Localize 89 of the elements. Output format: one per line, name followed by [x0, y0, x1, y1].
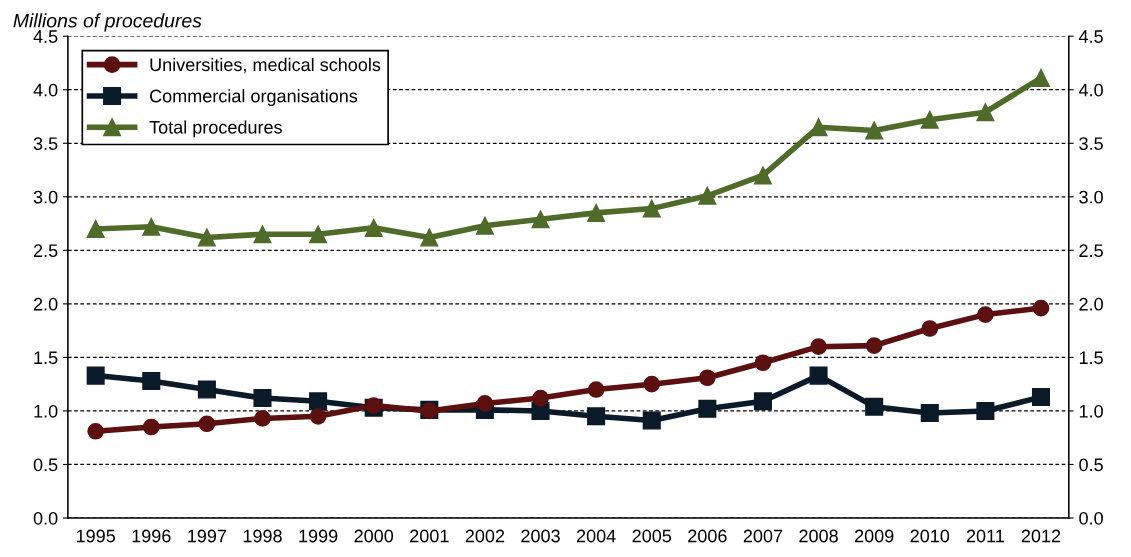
x-tick-label: 1995	[76, 529, 115, 543]
point	[809, 366, 828, 385]
point	[643, 375, 661, 393]
point	[309, 407, 327, 425]
point	[754, 354, 772, 372]
point	[976, 103, 995, 122]
point	[699, 369, 716, 387]
legend-label: Total procedures	[149, 120, 282, 138]
x-tick-label: 1997	[188, 529, 227, 543]
point	[142, 371, 161, 390]
x-tick-label: 2003	[521, 529, 560, 543]
point	[920, 404, 939, 423]
y-tick-label: 0.5	[33, 458, 58, 472]
x-tick-label: 1999	[299, 529, 338, 543]
y2-tick-label: 2.5	[1079, 244, 1103, 258]
y2-tick-label: 3.5	[1079, 137, 1103, 150]
point	[810, 338, 827, 356]
x-tick-label: 1998	[243, 529, 282, 543]
y2-tick-label: 0.0	[1079, 511, 1103, 525]
x-tick-label: 2001	[410, 529, 449, 543]
y2-tick-label: 2.0	[1079, 297, 1103, 311]
point	[1032, 299, 1050, 317]
x-tick-label: 2008	[799, 529, 838, 543]
point	[977, 306, 994, 323]
point	[587, 381, 605, 398]
point	[86, 366, 105, 385]
legend-label: Universities, medical schools	[150, 57, 381, 74]
x-tick-label: 1996	[132, 529, 171, 543]
x-tick-label: 2004	[576, 529, 616, 543]
point	[142, 217, 161, 236]
point	[476, 395, 494, 412]
point	[642, 199, 661, 218]
y2-tick-label: 4.5	[1078, 30, 1103, 43]
point	[753, 392, 772, 411]
legend-label: Commercial organisations	[150, 89, 358, 106]
point	[309, 392, 328, 411]
point	[642, 411, 661, 430]
point	[420, 228, 439, 247]
point	[921, 320, 939, 337]
point	[865, 121, 884, 140]
point	[475, 216, 494, 235]
x-tick-label: 2000	[354, 529, 394, 543]
point	[976, 401, 995, 420]
point	[86, 219, 105, 238]
x-tick-label: 2009	[855, 529, 894, 543]
point	[198, 415, 216, 433]
y2-tick-label: 1.0	[1079, 404, 1103, 418]
point	[698, 399, 717, 418]
y2-tick-label: 1.5	[1079, 351, 1103, 365]
point	[865, 397, 884, 416]
point	[1031, 68, 1051, 87]
point	[587, 203, 606, 222]
x-tick-label: 2010	[910, 529, 950, 543]
point	[809, 118, 828, 137]
y2-tick-label: 0.5	[1079, 458, 1103, 472]
x-tick-label: 2011	[966, 529, 1004, 543]
y-tick-label: 1.0	[34, 404, 58, 418]
y2-tick-label: 3.0	[1079, 190, 1103, 204]
point	[197, 380, 216, 399]
point	[87, 422, 104, 440]
y-tick-label: 3.0	[33, 190, 58, 204]
y-tick-label: 3.5	[33, 137, 58, 150]
point	[142, 418, 160, 436]
point	[253, 225, 272, 244]
y-tick-label: 4.5	[33, 30, 58, 43]
point	[920, 110, 939, 129]
y-tick-label: 2.5	[33, 244, 58, 258]
point	[254, 410, 271, 427]
x-tick-label: 2005	[632, 529, 672, 543]
point	[865, 337, 883, 354]
y-tick-label: 0.0	[33, 511, 58, 525]
point	[531, 210, 550, 229]
y-tick-label: 1.5	[34, 351, 58, 365]
point	[364, 218, 383, 237]
point	[587, 407, 606, 426]
x-tick-label: 2002	[465, 529, 505, 543]
point	[698, 186, 717, 205]
point	[1031, 387, 1051, 407]
x-tick-label: 2012	[1021, 529, 1061, 543]
point	[753, 166, 772, 185]
x-tick-label: 2007	[743, 529, 783, 543]
point	[532, 389, 549, 407]
point	[197, 228, 216, 247]
y2-tick-label: 4.0	[1078, 83, 1103, 97]
point	[309, 225, 328, 244]
point	[253, 389, 272, 408]
x-tick-label: 2006	[688, 529, 727, 543]
y-tick-label: 4.0	[33, 83, 58, 97]
y-tick-label: 2.0	[33, 297, 58, 311]
